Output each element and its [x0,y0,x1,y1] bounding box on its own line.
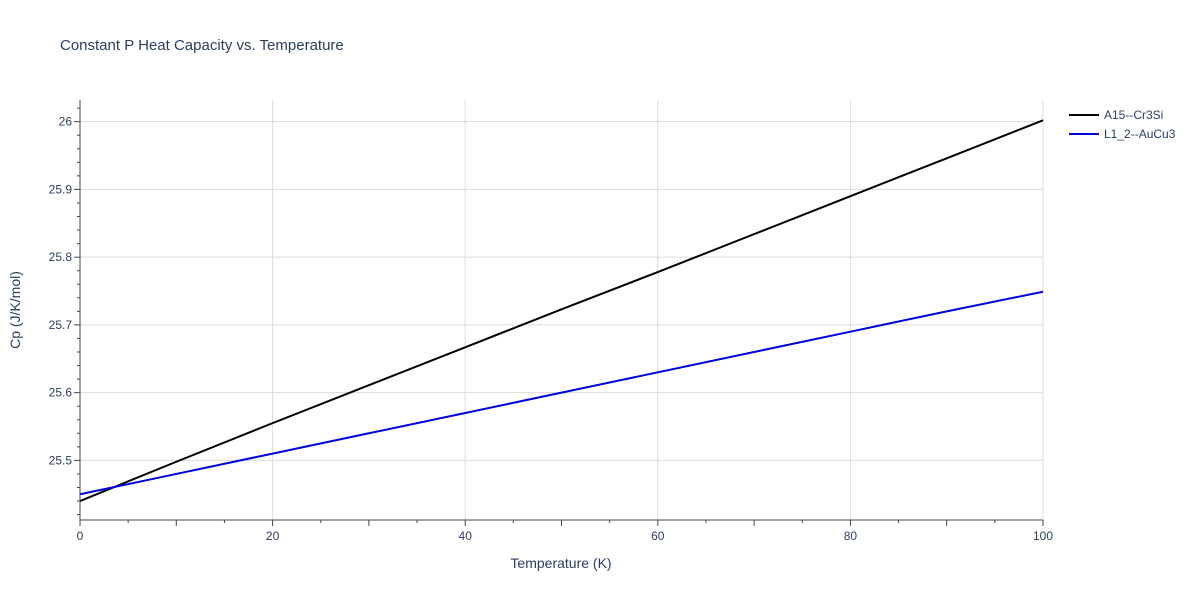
legend-label: L1_2--AuCu3 [1104,127,1176,141]
y-tick-label: 25.8 [49,250,73,264]
series-line-1 [79,119,1044,502]
x-axis-title: Temperature (K) [510,555,611,571]
series-line-2 [79,290,1044,496]
tick-labels: 0 20 40 60 80 100 25.5 25.6 25.7 25.8 25.9 26 [49,115,1054,543]
x-tick-label: 100 [1033,529,1053,543]
x-tick-label: 0 [77,529,84,543]
axes [74,100,1044,526]
x-tick-label: 80 [844,529,858,543]
x-tick-label: 20 [266,529,280,543]
legend-label: A15--Cr3Si [1104,108,1163,122]
legend: A15--Cr3Si L1_2--AuCu3 [1069,108,1176,141]
y-tick-label: 25.6 [49,386,73,400]
y-tick-label: 25.7 [49,318,73,332]
y-tick-label: 25.9 [49,182,73,196]
x-tick-label: 60 [651,529,665,543]
series-lines [79,119,1044,502]
x-tick-label: 40 [459,529,473,543]
y-tick-label: 26 [59,115,73,129]
y-axis-title: Cp (J/K/mol) [7,271,23,349]
chart-title: Constant P Heat Capacity vs. Temperature [60,37,344,54]
y-tick-label: 25.5 [49,453,73,467]
